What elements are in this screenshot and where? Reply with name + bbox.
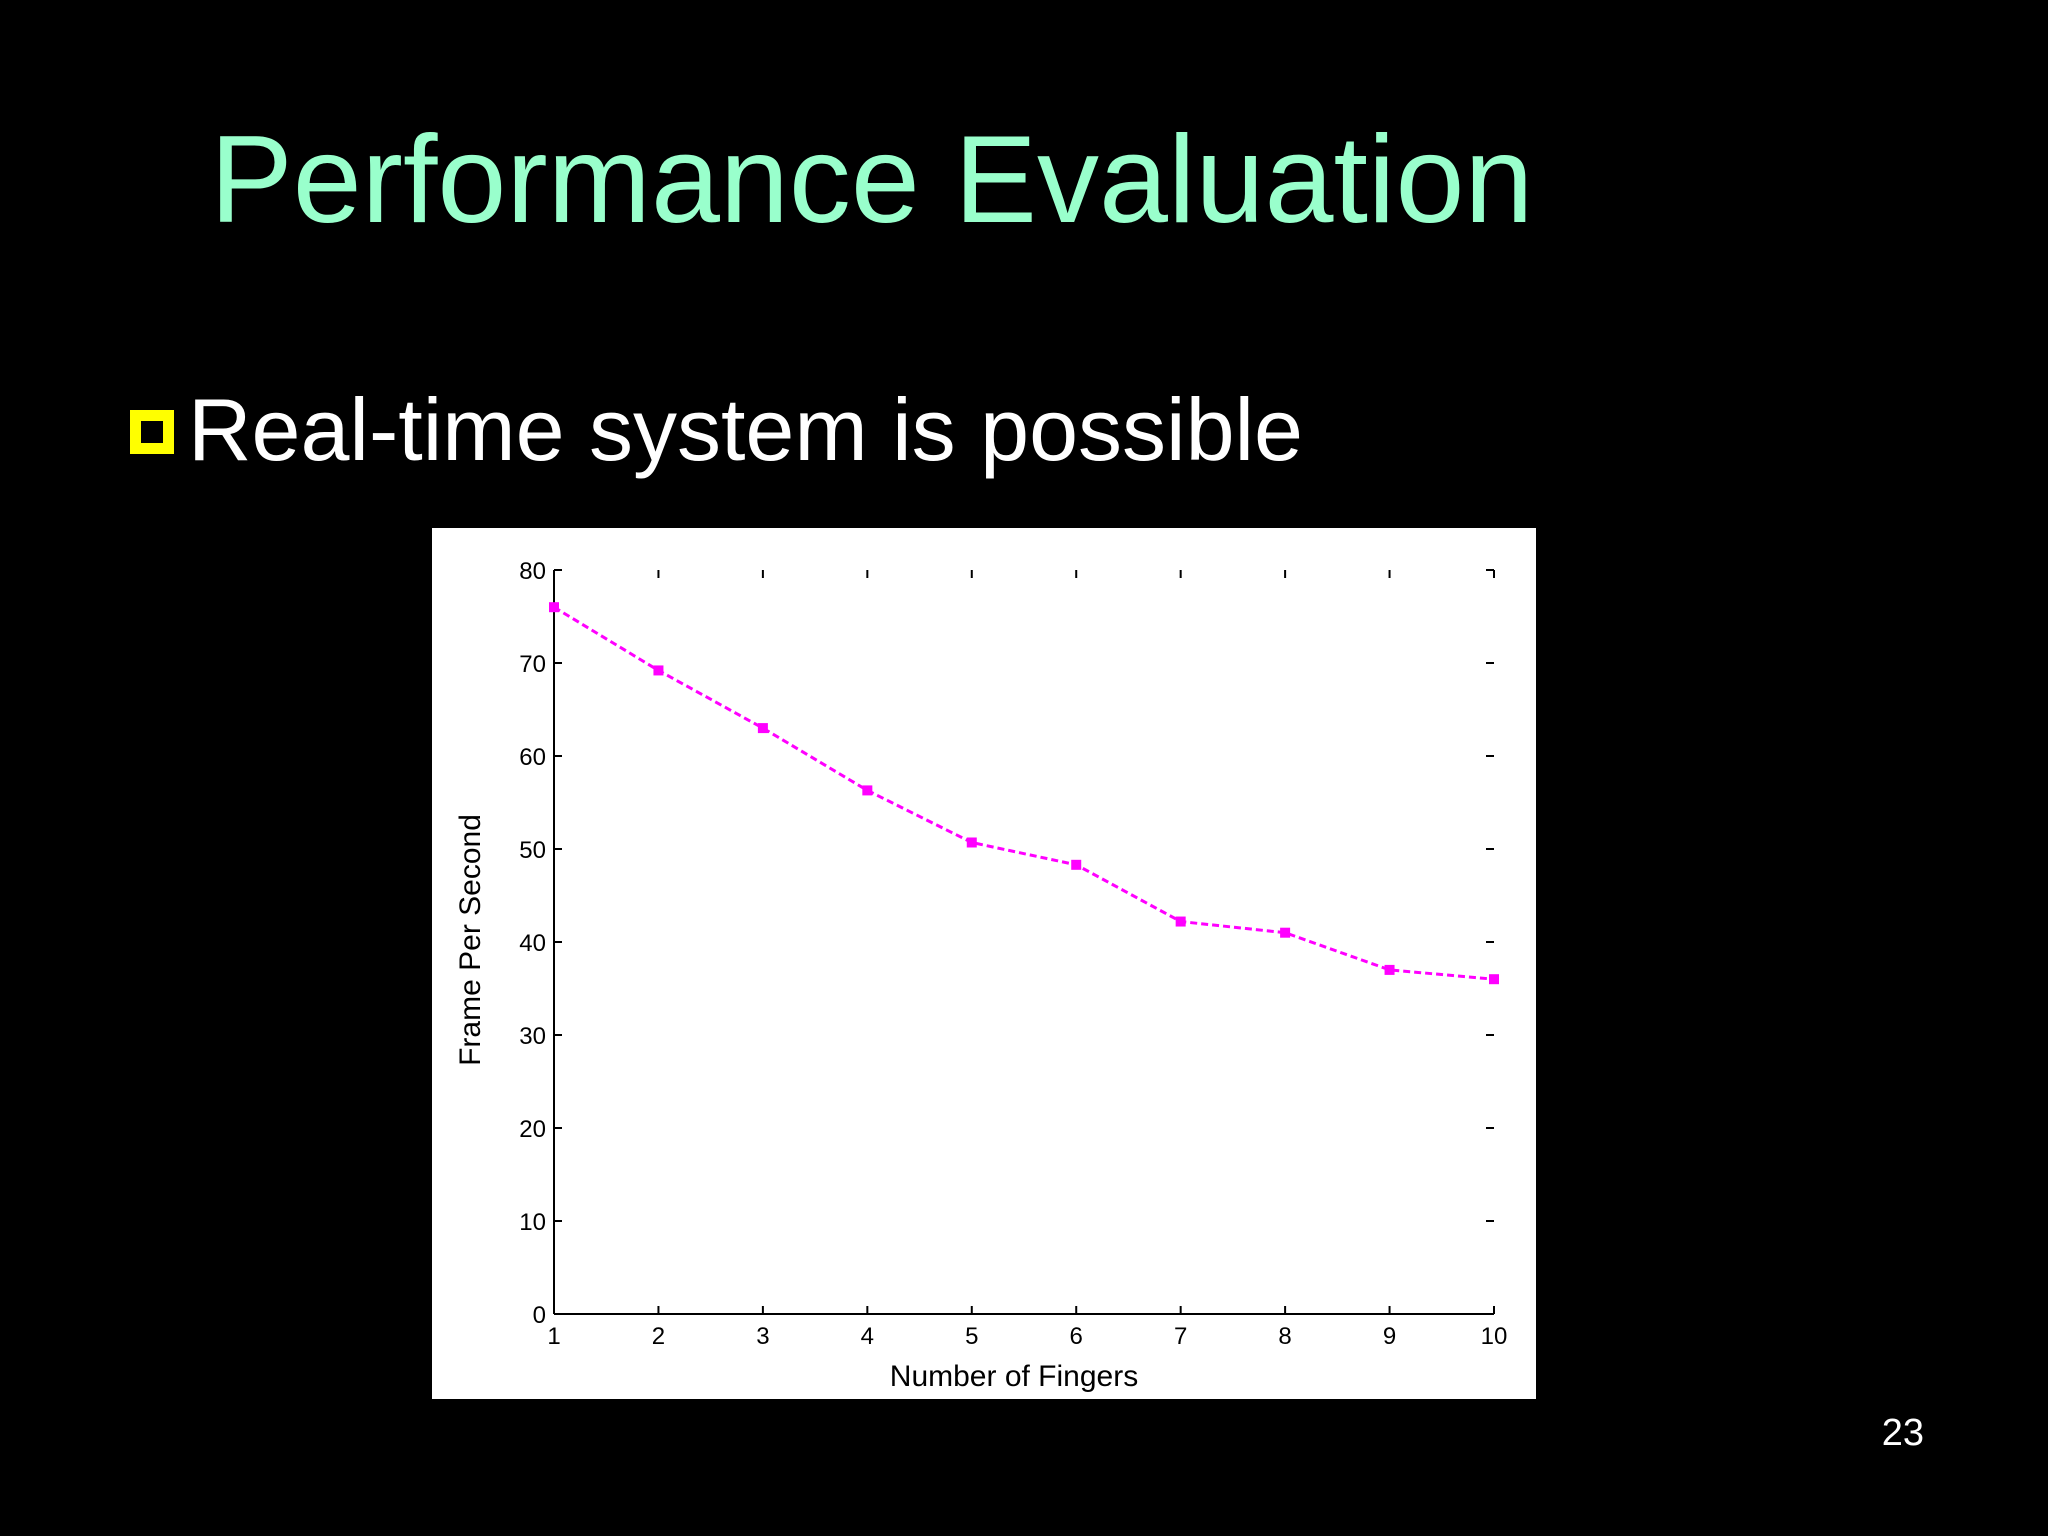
y-tick-label: 70 xyxy=(519,651,546,678)
series-line xyxy=(553,605,1495,981)
slide-title: Performance Evaluation xyxy=(210,111,1534,249)
y-tick-label: 80 xyxy=(519,558,546,585)
y-tick-label: 0 xyxy=(533,1302,546,1329)
chart-panel: 0 10 20 30 40 50 60 70 80 1 2 3 4 5 6 7 8 9 10 Number of F… xyxy=(432,528,1536,1399)
x-tick-label: 4 xyxy=(861,1323,874,1350)
y-axis-label: Frame Per Second xyxy=(454,814,487,1066)
x-tick-label: 1 xyxy=(547,1323,560,1350)
data-point xyxy=(862,785,873,796)
bullet-square-icon xyxy=(130,410,174,454)
x-tick-label: 2 xyxy=(652,1323,665,1350)
data-point xyxy=(757,723,768,734)
line-chart: 0 10 20 30 40 50 60 70 80 1 2 3 4 5 6 7 8 9 10 Number of F… xyxy=(454,558,1507,1393)
data-point xyxy=(1489,974,1499,985)
chart-marks: 0 10 20 30 40 50 60 70 80 1 2 3 4 5 6 7 8 9 10 xyxy=(519,558,1507,1350)
y-tick-label: 20 xyxy=(519,1116,546,1143)
x-tick-label: 5 xyxy=(965,1323,978,1350)
x-tick-label: 6 xyxy=(1070,1323,1083,1350)
data-point xyxy=(1071,859,1082,870)
data-point xyxy=(1280,927,1291,938)
y-tick-label: 40 xyxy=(519,930,546,957)
data-point xyxy=(1175,916,1186,927)
data-point xyxy=(966,837,977,848)
x-tick-label: 10 xyxy=(1481,1323,1508,1350)
x-tick-label: 8 xyxy=(1278,1323,1291,1350)
x-axis-label: Number of Fingers xyxy=(890,1360,1138,1393)
page-number: 23 xyxy=(1881,1412,1924,1454)
data-point xyxy=(1384,964,1395,975)
y-tick-label: 50 xyxy=(519,837,546,864)
x-tick-label: 7 xyxy=(1174,1323,1187,1350)
data-point xyxy=(653,665,664,676)
y-tick-label: 10 xyxy=(519,1209,546,1236)
x-tick-label: 9 xyxy=(1383,1323,1396,1350)
x-tick-label: 3 xyxy=(756,1323,769,1350)
y-tick-label: 60 xyxy=(519,744,546,771)
bullet-text: Real-time system is possible xyxy=(188,380,1303,479)
data-point xyxy=(549,602,559,613)
y-tick-label: 30 xyxy=(519,1023,546,1050)
bullet-item: Real-time system is possible xyxy=(130,380,1303,480)
